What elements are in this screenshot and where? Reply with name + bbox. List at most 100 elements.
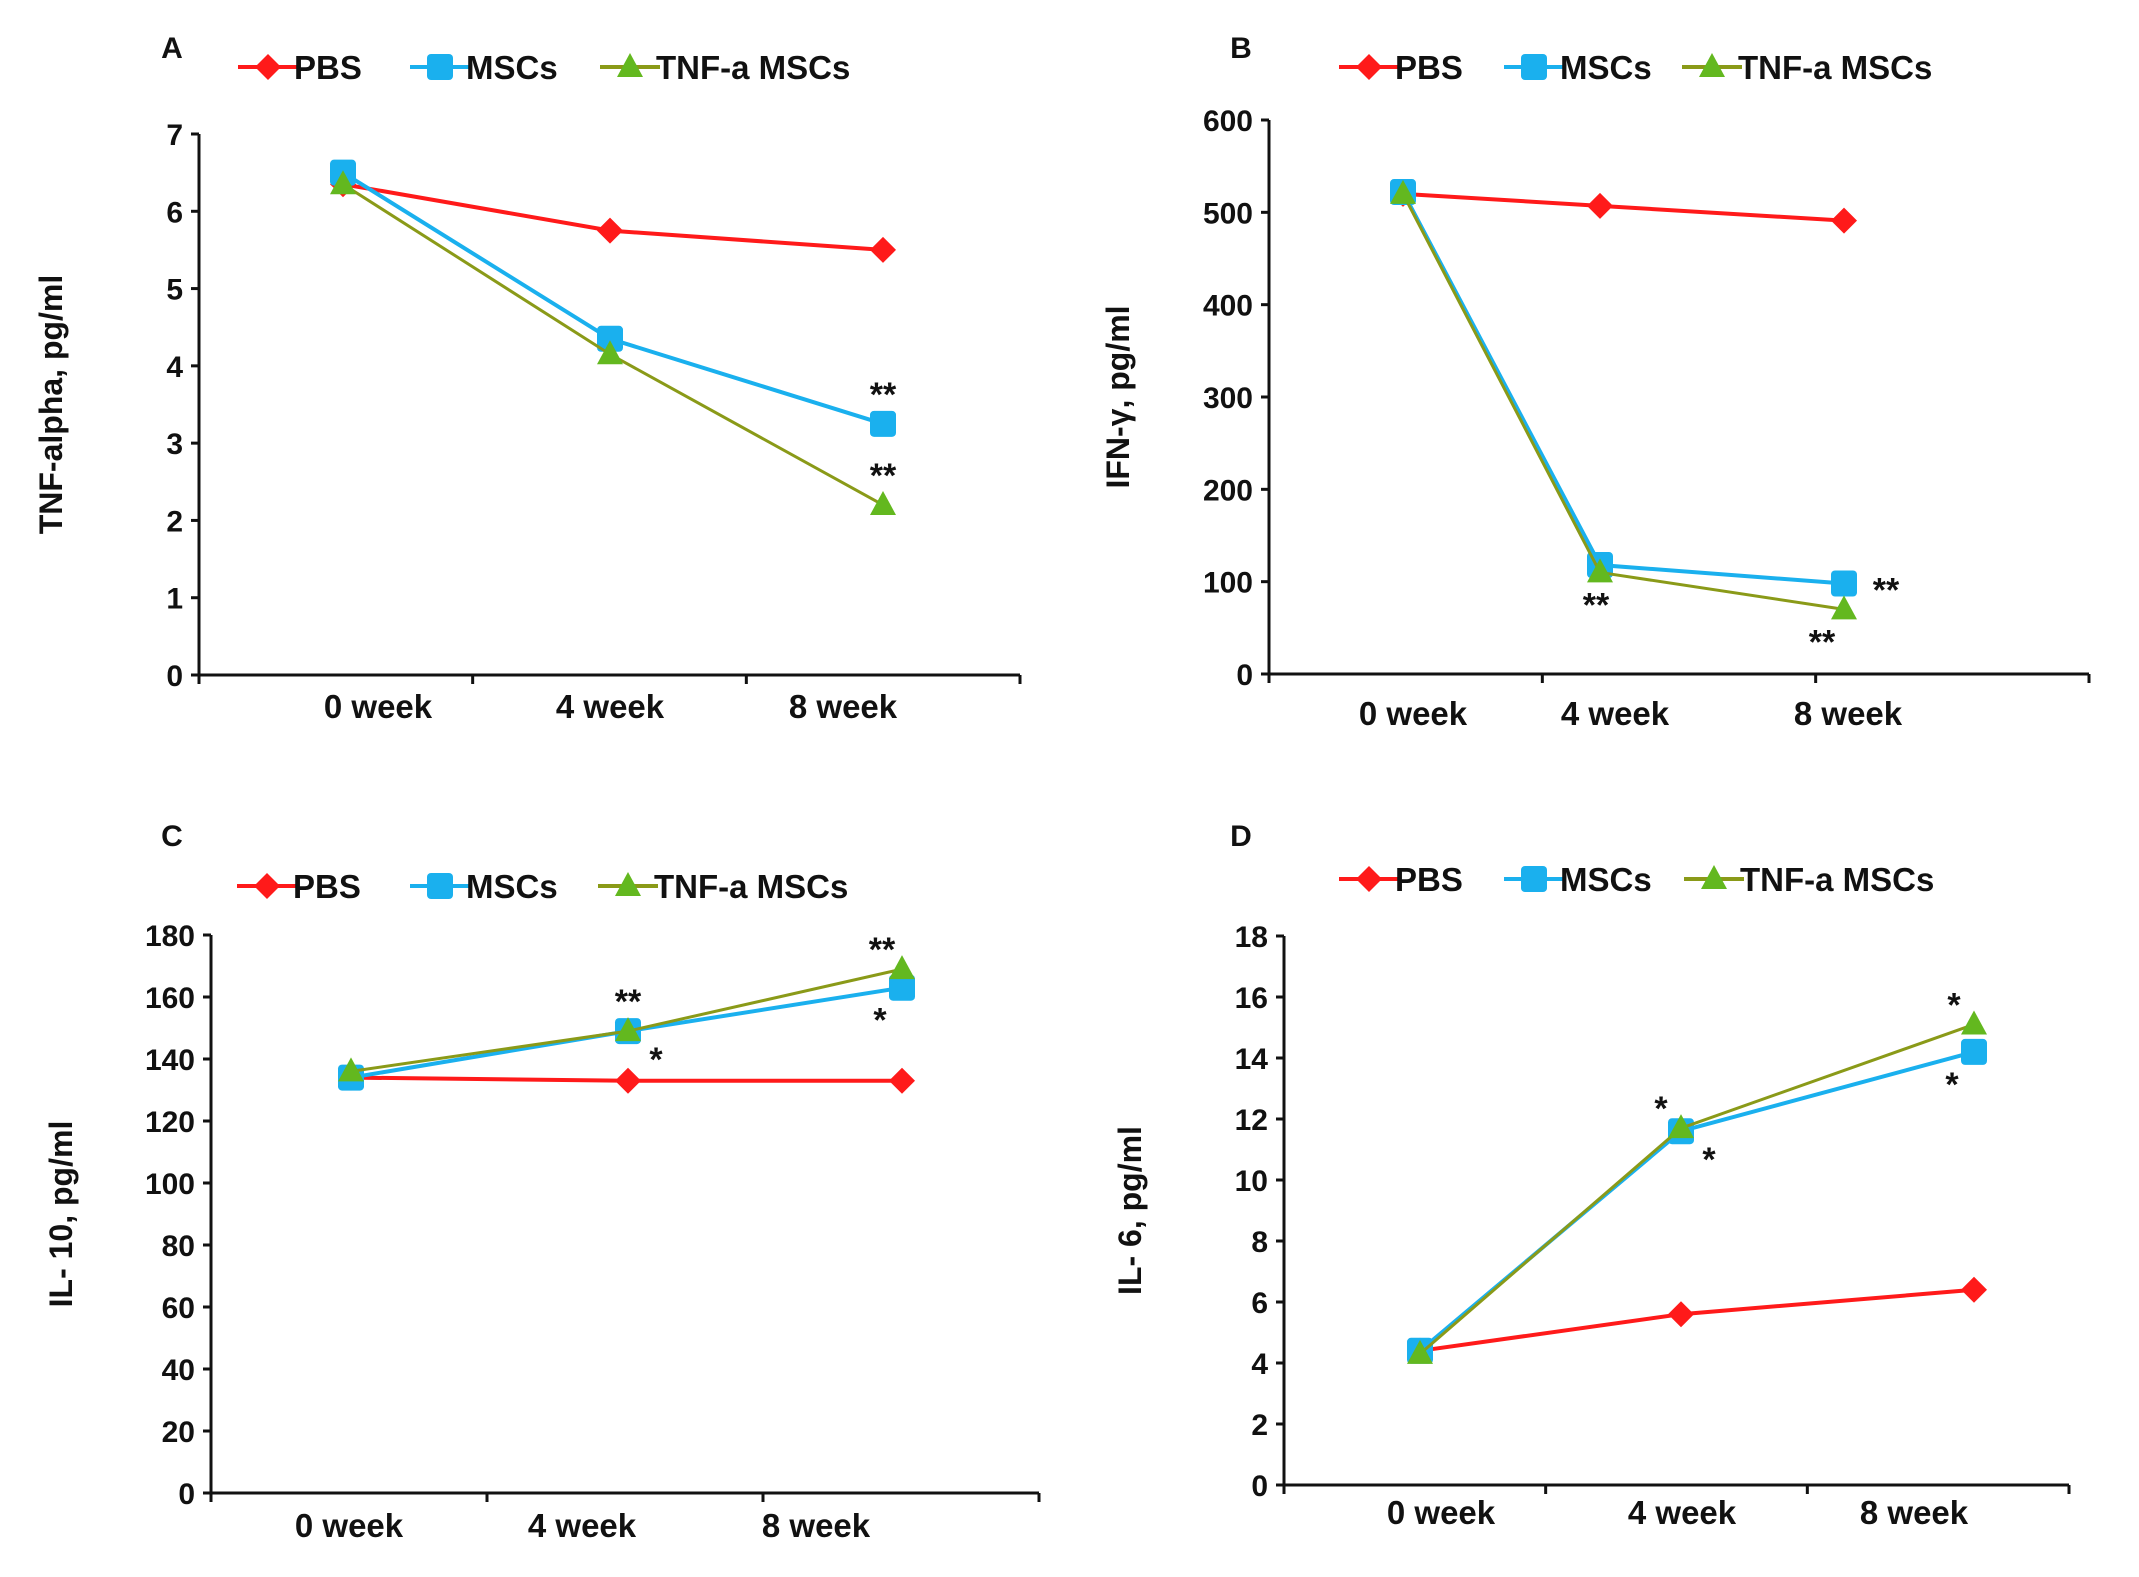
panel-c-legend-marker-pbs: [254, 873, 280, 899]
panel-c-y-tick-label: 120: [145, 1106, 195, 1139]
panel-a-y-tick-label: 7: [166, 119, 183, 152]
panel-d-point-tnf: [1407, 1339, 1433, 1364]
panel-a-significance-marker: **: [870, 457, 897, 495]
panel-b-legend-label-mscs: MSCs: [1560, 49, 1652, 86]
panel-c-legend-marker-mscs: [427, 873, 453, 899]
panel-b-legend-marker-tnf: [1699, 53, 1725, 77]
panel-a-point-pbs: [870, 236, 896, 263]
panel-a-legend-marker-pbs: [255, 54, 281, 80]
panel-c-x-category-label: 0 week: [295, 1507, 404, 1544]
panel-a-legend-marker-mscs: [427, 54, 453, 80]
panel-a-x-category-label: 8 week: [789, 688, 898, 725]
panel-b-legend-label-tnf: TNF-a MSCs: [1738, 49, 1932, 86]
panel-b-x-category-label: 8 week: [1794, 695, 1903, 732]
panel-a-point-pbs: [597, 217, 623, 244]
panel-a-point-tnf: [330, 170, 356, 195]
panel-b-y-tick-label: 200: [1203, 474, 1253, 507]
panel-c-significance-marker: *: [649, 1041, 663, 1079]
panel-c-y-tick-label: 180: [145, 920, 195, 953]
panel-c-y-tick-label: 100: [145, 1168, 195, 1201]
panel-a-y-tick-label: 5: [166, 274, 183, 307]
panel-a-x-category-label: 0 week: [324, 688, 433, 725]
panel-d-point-pbs: [1961, 1276, 1987, 1303]
panel-b-y-axis-title: IFN-γ, pg/ml: [1100, 305, 1136, 488]
panel-a-series-line-mscs: [341, 170, 884, 426]
panel-d-x-category-label: 0 week: [1387, 1494, 1496, 1531]
panel-a-x-category-label: 4 week: [556, 688, 665, 725]
panel-b-legend-marker-pbs: [1356, 54, 1382, 80]
panel-d-significance-marker: *: [1947, 986, 1961, 1024]
panel-d-significance-marker: *: [1654, 1090, 1668, 1128]
panel-b-significance-marker: **: [1873, 572, 1900, 610]
panel-b-y-tick-label: 500: [1203, 197, 1253, 230]
panel-c-x-category-label: 8 week: [762, 1507, 871, 1544]
panel-d-y-tick-label: 10: [1235, 1165, 1268, 1198]
panel-d-chart: D PBS MSCs TNF-a MSCs 0 2 4 6 8 10 12 14 16 18 0 week 4…: [1112, 820, 2071, 1531]
panel-a-y-tick-label: 1: [166, 583, 183, 616]
panel-a-legend-label-mscs: MSCs: [466, 49, 558, 86]
panel-b-point-pbs: [1831, 207, 1857, 234]
panel-c-y-tick-label: 0: [178, 1478, 195, 1511]
panel-c-point-pbs: [889, 1067, 915, 1094]
panel-b-point-tnf: [1831, 595, 1857, 620]
panel-b-y-tick-label: 600: [1203, 105, 1253, 138]
panel-b-point-tnf: [1390, 179, 1416, 204]
panel-c-point-tnf: [338, 1057, 364, 1082]
panel-d-series-line-pbs: [1419, 1287, 1975, 1353]
panel-d-series-line-mscs: [1418, 1049, 1975, 1353]
panel-d-significance-marker: *: [1945, 1066, 1959, 1104]
panel-b-chart: B PBS MSCs TNF-a MSCs 0 100 200 300 400 500 600 0 w…: [1100, 32, 2091, 732]
panel-a-letter: A: [161, 32, 183, 65]
panel-c-significance-marker: **: [869, 931, 896, 969]
panel-c-legend-marker-tnf: [615, 872, 641, 896]
panel-d-y-tick-label: 8: [1251, 1226, 1268, 1259]
panel-d-x-category-label: 4 week: [1628, 1494, 1737, 1531]
panel-b-point-mscs: [1831, 570, 1857, 597]
panel-b-y-tick-label: 100: [1203, 567, 1253, 600]
panel-a-point-mscs: [870, 410, 896, 437]
panel-b-x-category-label: 4 week: [1561, 695, 1670, 732]
panel-d-y-tick-label: 14: [1235, 1043, 1269, 1076]
panel-a-legend-marker-tnf: [617, 53, 643, 77]
panel-d-y-tick-label: 2: [1251, 1409, 1268, 1442]
panel-a-y-tick-label: 0: [166, 660, 183, 693]
panel-b-y-tick-label: 0: [1236, 659, 1253, 692]
panel-b-series-line-mscs: [1401, 191, 1845, 586]
panel-c-point-mscs: [889, 974, 915, 1001]
panel-d-legend-label-tnf: TNF-a MSCs: [1740, 861, 1934, 898]
panel-b-significance-marker: **: [1809, 623, 1836, 661]
panel-d-point-mscs: [1961, 1038, 1987, 1065]
panel-d-legend-label-mscs: MSCs: [1560, 861, 1652, 898]
panel-c-point-tnf: [889, 955, 915, 980]
panel-b-y-tick-label: 300: [1203, 382, 1253, 415]
panel-b-point-pbs: [1587, 192, 1613, 219]
panel-a-y-tick-label: 4: [166, 351, 183, 384]
panel-c-significance-marker: *: [873, 1002, 887, 1040]
panel-b-significance-marker: **: [1583, 586, 1610, 624]
panel-c-point-pbs: [615, 1067, 641, 1094]
panel-b-y-tick-label: 400: [1203, 290, 1253, 323]
panel-d-x-category-label: 8 week: [1860, 1494, 1969, 1531]
panel-b-x-category-label: 0 week: [1359, 695, 1468, 732]
panel-a-point-tnf: [597, 340, 623, 365]
panel-c-point-tnf: [615, 1017, 641, 1042]
panel-d-y-axis-title: IL- 6, pg/ml: [1112, 1126, 1148, 1295]
panel-d-y-tick-label: 16: [1235, 982, 1268, 1015]
panel-c-chart: C PBS MSCs TNF-a MSCs 0 20 40 60 80 100 120 140 160 1…: [43, 820, 1041, 1544]
panel-a-y-tick-label: 6: [166, 196, 183, 229]
panel-a-significance-marker: **: [870, 376, 897, 414]
panel-c-y-tick-label: 160: [145, 982, 195, 1015]
panel-c-y-tick-label: 40: [162, 1354, 195, 1387]
panel-c-y-tick-label: 20: [162, 1416, 195, 1449]
panel-d-y-tick-label: 12: [1235, 1104, 1268, 1137]
panel-c-legend-label-mscs: MSCs: [466, 868, 558, 905]
panel-d-legend-marker-pbs: [1356, 866, 1382, 892]
panel-d-y-tick-label: 18: [1235, 921, 1268, 954]
panel-a-legend-label-pbs: PBS: [294, 49, 362, 86]
panel-d-legend-marker-tnf: [1701, 865, 1727, 889]
panel-d-y-tick-label: 4: [1251, 1348, 1268, 1381]
panel-c-y-tick-label: 80: [162, 1230, 195, 1263]
panel-a-y-axis-title: TNF-alpha, pg/ml: [33, 275, 69, 535]
panel-c-y-tick-label: 140: [145, 1044, 195, 1077]
panel-a-y-tick-label: 2: [166, 505, 183, 538]
